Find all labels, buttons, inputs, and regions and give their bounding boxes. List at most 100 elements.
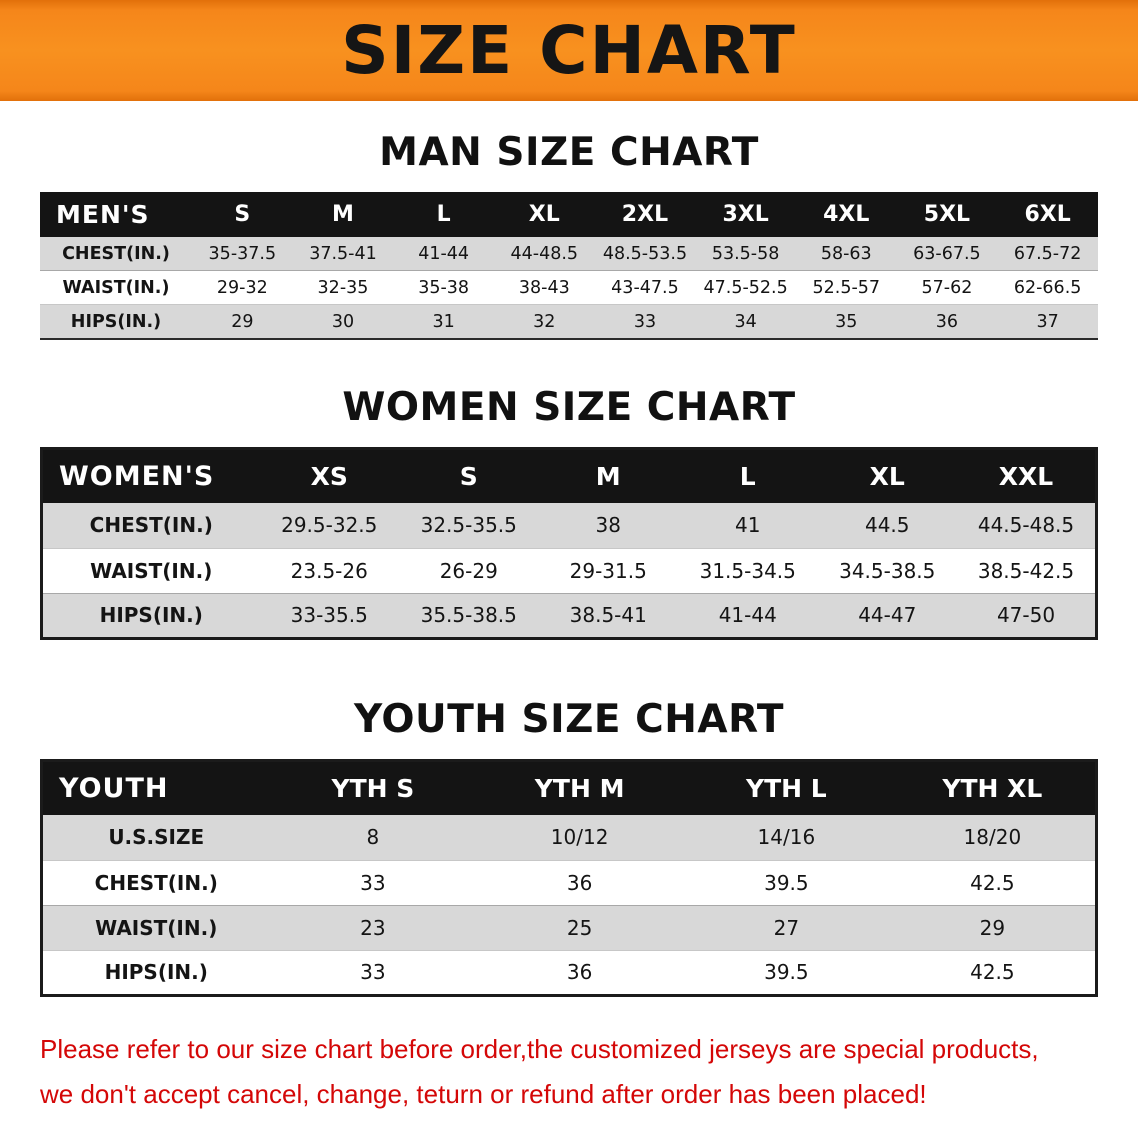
women-waist-row: WAIST(IN.) 23.5-26 26-29 29-31.5 31.5-34…	[41, 548, 1097, 594]
size-header-cell: 5XL	[896, 191, 998, 237]
size-value-cell: 18/20	[889, 815, 1097, 861]
size-value-cell: 38.5-42.5	[957, 548, 1097, 594]
size-value-cell: 29-31.5	[538, 548, 678, 594]
size-value-cell: 38.5-41	[538, 593, 678, 639]
measure-label-cell: WAIST(IN.)	[41, 905, 270, 951]
size-value-cell: 36	[896, 304, 998, 340]
men-table-label: MEN'S	[40, 191, 192, 237]
page-title: SIZE CHART	[341, 11, 797, 89]
size-value-cell: 27	[683, 905, 890, 951]
size-header-cell: 6XL	[997, 191, 1098, 237]
size-value-cell: 37.5-41	[292, 236, 394, 272]
youth-section-heading: YOUTH SIZE CHART	[354, 696, 784, 742]
size-value-cell: 44.5	[817, 503, 957, 549]
measure-label-cell: WAIST(IN.)	[41, 548, 260, 594]
men-hips-row: HIPS(IN.) 29 30 31 32 33 34 35 36 37	[40, 304, 1098, 340]
men-section-heading: MAN SIZE CHART	[379, 130, 759, 175]
size-header-cell: 2XL	[594, 191, 696, 237]
size-value-cell: 38-43	[493, 270, 595, 306]
size-value-cell: 23.5-26	[259, 548, 399, 594]
size-value-cell: 48.5-53.5	[594, 236, 696, 272]
size-value-cell: 47-50	[957, 593, 1097, 639]
size-value-cell: 44-47	[817, 593, 957, 639]
size-value-cell: 36	[476, 950, 683, 996]
size-value-cell: 14/16	[683, 815, 890, 861]
size-header-cell: YTH M	[476, 760, 683, 816]
size-value-cell: 34.5-38.5	[817, 548, 957, 594]
size-value-cell: 31.5-34.5	[678, 548, 818, 594]
size-value-cell: 44.5-48.5	[957, 503, 1097, 549]
size-value-cell: 10/12	[476, 815, 683, 861]
size-value-cell: 30	[292, 304, 394, 340]
size-value-cell: 53.5-58	[695, 236, 796, 272]
measure-label-cell: CHEST(IN.)	[41, 503, 260, 549]
size-value-cell: 38	[538, 503, 678, 549]
men-section: MAN SIZE CHART MEN'S S M L XL 2XL 3XL 4X…	[0, 130, 1138, 340]
men-waist-row: WAIST(IN.) 29-32 32-35 35-38 38-43 43-47…	[40, 270, 1098, 306]
size-value-cell: 39.5	[683, 950, 890, 996]
size-value-cell: 26-29	[399, 548, 539, 594]
footer-notice: Please refer to our size chart before or…	[40, 1027, 1098, 1118]
size-value-cell: 35-37.5	[192, 236, 293, 272]
youth-header-row: YOUTH YTH S YTH M YTH L YTH XL	[41, 760, 1097, 816]
size-value-cell: 37	[997, 304, 1098, 340]
size-value-cell: 32-35	[292, 270, 394, 306]
size-value-cell: 57-62	[896, 270, 998, 306]
size-value-cell: 67.5-72	[997, 236, 1098, 272]
size-value-cell: 35.5-38.5	[399, 593, 539, 639]
measure-label-cell: CHEST(IN.)	[41, 860, 270, 906]
size-value-cell: 31	[393, 304, 494, 340]
size-value-cell: 39.5	[683, 860, 890, 906]
youth-table-label: YOUTH	[41, 760, 270, 816]
men-chest-row: CHEST(IN.) 35-37.5 37.5-41 41-44 44-48.5…	[40, 236, 1098, 272]
size-header-cell: L	[678, 448, 818, 504]
size-value-cell: 33	[594, 304, 696, 340]
size-value-cell: 35	[795, 304, 897, 340]
measure-label-cell: CHEST(IN.)	[40, 236, 192, 272]
size-value-cell: 33	[269, 950, 477, 996]
size-header-cell: XL	[493, 191, 595, 237]
size-value-cell: 25	[476, 905, 683, 951]
youth-ussize-row: U.S.SIZE 8 10/12 14/16 18/20	[41, 815, 1097, 861]
size-value-cell: 34	[695, 304, 796, 340]
size-value-cell: 29	[889, 905, 1097, 951]
youth-waist-row: WAIST(IN.) 23 25 27 29	[41, 905, 1097, 951]
size-value-cell: 52.5-57	[795, 270, 897, 306]
size-value-cell: 23	[269, 905, 477, 951]
size-header-cell: XL	[817, 448, 957, 504]
size-value-cell: 29	[192, 304, 293, 340]
youth-hips-row: HIPS(IN.) 33 36 39.5 42.5	[41, 950, 1097, 996]
size-header-cell: YTH S	[269, 760, 477, 816]
notice-line-2: we don't accept cancel, change, teturn o…	[40, 1079, 927, 1110]
size-header-cell: 3XL	[695, 191, 796, 237]
measure-label-cell: HIPS(IN.)	[40, 304, 192, 340]
women-section: WOMEN SIZE CHART WOMEN'S XS S M L XL XXL…	[0, 384, 1138, 640]
size-value-cell: 32.5-35.5	[399, 503, 539, 549]
size-value-cell: 33-35.5	[259, 593, 399, 639]
size-value-cell: 58-63	[795, 236, 897, 272]
women-header-row: WOMEN'S XS S M L XL XXL	[41, 448, 1097, 504]
size-value-cell: 44-48.5	[493, 236, 595, 272]
size-header-cell: M	[292, 191, 394, 237]
women-chest-row: CHEST(IN.) 29.5-32.5 32.5-35.5 38 41 44.…	[41, 503, 1097, 549]
size-value-cell: 41	[678, 503, 818, 549]
size-value-cell: 41-44	[393, 236, 494, 272]
size-value-cell: 35-38	[393, 270, 494, 306]
measure-label-cell: HIPS(IN.)	[41, 593, 260, 639]
size-value-cell: 63-67.5	[896, 236, 998, 272]
youth-chest-row: CHEST(IN.) 33 36 39.5 42.5	[41, 860, 1097, 906]
size-value-cell: 8	[269, 815, 477, 861]
size-header-cell: S	[399, 448, 539, 504]
size-header-cell: XS	[259, 448, 399, 504]
women-table-label: WOMEN'S	[41, 448, 260, 504]
measure-label-cell: WAIST(IN.)	[40, 270, 192, 306]
size-value-cell: 33	[269, 860, 477, 906]
women-section-heading: WOMEN SIZE CHART	[342, 384, 796, 430]
size-header-cell: 4XL	[795, 191, 897, 237]
youth-size-table: YOUTH YTH S YTH M YTH L YTH XL U.S.SIZE …	[40, 758, 1098, 997]
women-size-table: WOMEN'S XS S M L XL XXL CHEST(IN.) 29.5-…	[40, 446, 1098, 640]
men-header-row: MEN'S S M L XL 2XL 3XL 4XL 5XL 6XL	[40, 191, 1098, 237]
women-hips-row: HIPS(IN.) 33-35.5 35.5-38.5 38.5-41 41-4…	[41, 593, 1097, 639]
youth-section: YOUTH SIZE CHART YOUTH YTH S YTH M YTH L…	[0, 696, 1138, 997]
